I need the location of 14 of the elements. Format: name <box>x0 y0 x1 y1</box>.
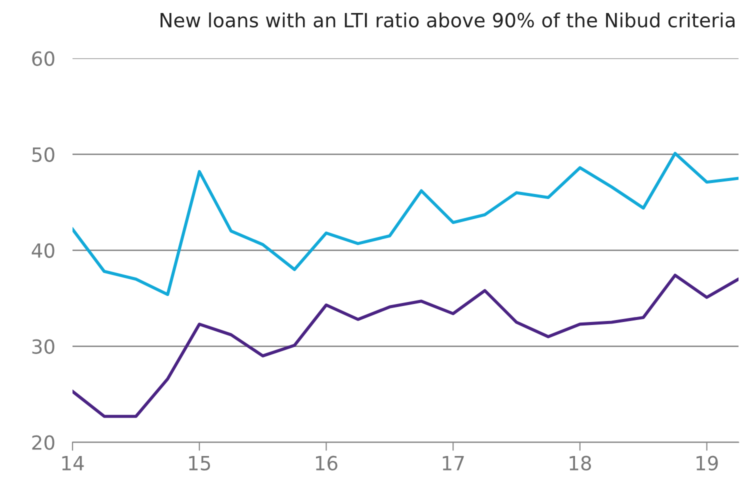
x-tick-label: 18 <box>570 456 591 471</box>
x-tick-label: 19 <box>696 456 718 471</box>
x-tick-label: 17 <box>442 456 464 470</box>
y-tick-label: 30 <box>32 339 54 354</box>
x-tick-label: 16 <box>316 456 338 471</box>
line-series <box>72 274 739 418</box>
y-tick-label: 40 <box>32 243 54 258</box>
x-tick-label: 14 <box>62 456 84 470</box>
chart-title: New loans with an LTI ratio above 90% of the Nibud criteria <box>160 12 735 28</box>
y-tick-label: 50 <box>32 147 54 162</box>
y-tick-label: 20 <box>32 435 54 450</box>
line-series <box>72 152 739 296</box>
x-tick-label: 15 <box>189 456 210 471</box>
y-tick-label: 60 <box>32 51 54 66</box>
